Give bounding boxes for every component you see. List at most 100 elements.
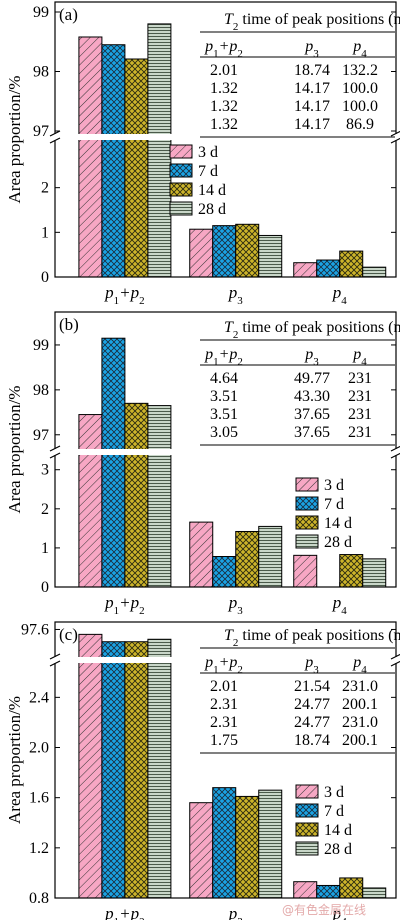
table-cell: 14.17 — [294, 98, 330, 115]
bar — [293, 881, 318, 899]
table-cell: 100.0 — [342, 80, 378, 97]
legend-swatch — [295, 496, 319, 511]
legend-label: 7 d — [324, 496, 344, 513]
table-header: p4 — [352, 346, 367, 368]
bar — [147, 405, 172, 588]
table-cell: 24.77 — [294, 696, 330, 713]
table-cell: 231 — [348, 388, 372, 405]
legend-label: 7 d — [324, 803, 344, 820]
legend-swatch — [295, 515, 319, 530]
legend-label: 3 d — [198, 144, 218, 161]
table-cell: 37.65 — [294, 424, 330, 441]
table-cell: 132.2 — [342, 62, 378, 79]
table-cell: 200.1 — [342, 696, 378, 713]
table-cell: 1.32 — [210, 98, 238, 115]
bar — [339, 554, 364, 588]
y-tick-label: 2 — [41, 501, 49, 518]
y-axis-label: Area proportion/% — [5, 76, 24, 204]
x-tick-label: p3 — [228, 904, 244, 920]
bar — [78, 633, 103, 899]
legend-swatch — [169, 144, 193, 159]
table-cell: 18.74 — [294, 62, 330, 79]
axis-break-gap — [53, 449, 398, 455]
table-cell: 14.17 — [294, 116, 330, 133]
table-cell: 231 — [348, 370, 372, 387]
chart-panel: 0 1 2 3 97 98 99 p1+p2 p3 p4 (b) T2 time of peak po… — [5, 311, 400, 617]
y-tick-label: 97 — [33, 427, 49, 444]
table-title: T2 time of peak positions (ms) — [224, 319, 400, 341]
bar — [78, 36, 103, 278]
bar — [339, 250, 364, 278]
table-cell: 231.0 — [342, 678, 378, 695]
table-cell: 3.05 — [210, 424, 238, 441]
bar — [339, 877, 364, 899]
table-cell: 2.01 — [210, 62, 238, 79]
bar — [362, 887, 387, 899]
bar — [258, 525, 283, 588]
legend-label: 14 d — [324, 822, 352, 839]
x-tick-label: p1+p2 — [104, 593, 144, 617]
bar — [316, 884, 341, 899]
table-cell: 43.30 — [294, 388, 330, 405]
table-cell: 2.31 — [210, 696, 238, 713]
table-cell: 4.64 — [210, 370, 238, 387]
table-header: p1+p2 — [204, 654, 243, 676]
table-header: p3 — [304, 654, 319, 676]
y-tick-label: 99 — [33, 337, 49, 354]
bar — [258, 234, 283, 278]
legend-label: 28 d — [324, 534, 352, 551]
x-tick-label: p4 — [332, 593, 348, 617]
y-tick-label: 97.6 — [21, 621, 49, 638]
table-title: T2 time of peak positions (ms) — [224, 11, 400, 33]
bar — [316, 259, 341, 278]
legend-label: 7 d — [198, 163, 218, 180]
legend-label: 14 d — [198, 182, 226, 199]
table-cell: 3.51 — [210, 406, 238, 423]
y-tick-label: 1 — [41, 224, 49, 241]
bar — [189, 521, 214, 588]
bar — [124, 58, 149, 278]
break-mark — [390, 130, 400, 137]
y-axis-label: Area proportion/% — [5, 696, 24, 824]
table-header: p4 — [352, 38, 367, 60]
break-mark — [390, 660, 400, 667]
legend-swatch — [295, 477, 319, 492]
table-cell: 231 — [348, 406, 372, 423]
bar — [124, 641, 149, 899]
legend-swatch — [169, 201, 193, 216]
table-header: p4 — [352, 654, 367, 676]
break-mark — [49, 452, 61, 459]
bar — [293, 262, 318, 278]
bar — [362, 266, 387, 278]
legend-swatch — [295, 534, 319, 549]
y-tick-label: 97 — [33, 123, 49, 140]
bar — [101, 641, 126, 899]
y-tick-label: 0 — [41, 269, 49, 286]
table-cell: 231.0 — [342, 714, 378, 731]
table-header: p3 — [304, 38, 319, 60]
legend-swatch — [295, 822, 319, 837]
legend-swatch — [295, 784, 319, 799]
y-tick-label: 1.2 — [29, 840, 49, 857]
table-cell: 231 — [348, 424, 372, 441]
legend-label: 3 d — [324, 477, 344, 494]
table-cell: 200.1 — [342, 732, 378, 749]
bar — [235, 795, 260, 899]
bar — [212, 787, 237, 899]
x-tick-label: p3 — [228, 283, 244, 307]
y-tick-label: 99 — [33, 4, 49, 21]
panel-label: (a) — [59, 5, 78, 24]
panel-label: (b) — [59, 315, 79, 334]
table-cell: 86.9 — [346, 116, 374, 133]
legend-swatch — [295, 841, 319, 856]
break-mark — [390, 137, 400, 144]
table-title: T2 time of peak positions (ms) — [224, 627, 400, 649]
break-mark — [49, 660, 61, 667]
chart-panel: 0 1 2 97 98 99 p1+p2 p3 p4 (a) T2 time of peak pos… — [5, 1, 400, 307]
table-header: p1+p2 — [204, 38, 243, 60]
bar — [78, 414, 103, 588]
bar — [101, 337, 126, 588]
legend-label: 28 d — [198, 201, 226, 218]
y-tick-label: 2.4 — [29, 689, 49, 706]
